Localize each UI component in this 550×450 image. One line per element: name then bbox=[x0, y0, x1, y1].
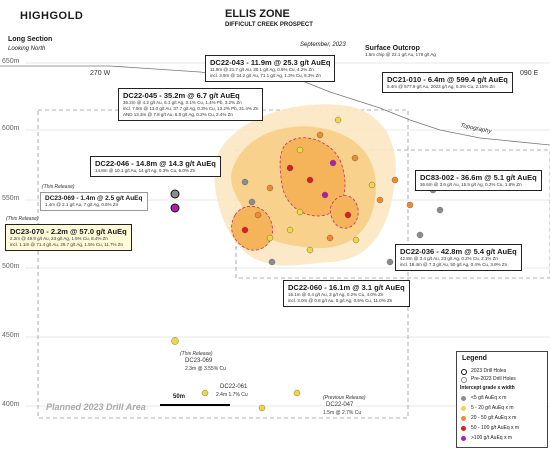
intercept-line: 42.8m @ 3.4 g/t Au, 23 g/t Ag, 0.2% Cu, … bbox=[400, 256, 498, 261]
header: HIGHGOLD ELLIS ZONE DIFFICULT CREEK PROS… bbox=[0, 0, 550, 60]
intercept-line: 35.2m @ 4.2 g/t Au, 6.1 g/t Ag, 0.1% Cu,… bbox=[123, 100, 242, 105]
lower-name-dc22-061: DC22-061 bbox=[220, 384, 248, 390]
legend: Legend 2023 Drill Holes Pre-2023 Drill H… bbox=[456, 351, 548, 448]
legend-grade-title: Intercept grade x width bbox=[460, 385, 515, 391]
intercept-line: AND 13.3m @ 7.8 g/t Au, 6.8 g/t Ag, 0.2%… bbox=[123, 112, 233, 117]
surface-outcrop-detail: 1.5m chip @ 22.1 g/t Au, 178 g/t Ag bbox=[365, 52, 436, 57]
intercept-title: DC22-036 - 42.8m @ 5.4 g/t AuEq bbox=[400, 247, 517, 256]
intercept-line: 16.1m @ 0.4 g/t Au, 3 g/t Ag, 0.2% Cu, 4… bbox=[288, 292, 384, 297]
company-logo: HIGHGOLD bbox=[20, 10, 84, 22]
release-note-dc23-069: (This Release) bbox=[42, 184, 75, 190]
lower-name-dc22-047: DC22-047 bbox=[326, 402, 354, 408]
intercept-dc83-002: DC83-002 - 36.6m @ 5.1 g/t AuEq 36.6m @ … bbox=[415, 170, 542, 191]
legend-title: Legend bbox=[462, 355, 487, 362]
lower-detail-dc22-047: 1.5m @ 2.7% Cu bbox=[323, 410, 362, 416]
intercept-title: DC22-046 - 14.8m @ 14.3 g/t AuEq bbox=[95, 159, 216, 168]
section-type: Long Section bbox=[8, 36, 53, 43]
legend-grade-swatch bbox=[461, 396, 466, 401]
planned-drill-area-label: Planned 2023 Drill Area bbox=[46, 402, 146, 412]
legend-2023-hole-icon bbox=[461, 369, 467, 375]
intercept-line: incl. 3.0m @ 0.8 g/t Au, 5 g/t Ag, 0.5% … bbox=[288, 298, 393, 303]
legend-grade-swatch bbox=[461, 416, 466, 421]
intercept-title: DC22-045 - 35.2m @ 6.7 g/t AuEq bbox=[123, 91, 240, 100]
intercept-dc23-069: DC23-069 - 1.4m @ 2.5 g/t AuEq 1.4m @ 2.… bbox=[40, 192, 148, 211]
legend-grade-label: >100 g/t AuEq x m bbox=[471, 435, 512, 441]
legend-grade-label: 50 - 100 g/t AuEq x m bbox=[471, 425, 520, 431]
elevation-650: 650m bbox=[2, 58, 20, 65]
intercept-dc23-070: DC23-070 - 2.2m @ 57.0 g/t AuEq 2.2m @ 4… bbox=[5, 224, 132, 251]
lower-detail-dc23-069: 2.3m @ 3.55% Cu bbox=[185, 366, 226, 372]
intercept-dc22-036: DC22-036 - 42.8m @ 5.4 g/t AuEq 42.8m @ … bbox=[395, 244, 522, 271]
elevation-400: 400m bbox=[2, 401, 20, 408]
map-date: September, 2023 bbox=[300, 42, 346, 48]
intercept-line: incl. 7.9m @ 13.0 g/t Au, 37.7 g/t Ag, 0… bbox=[123, 106, 259, 111]
intercept-title: DC22-060 - 16.1m @ 3.1 g/t AuEq bbox=[288, 283, 405, 292]
release-note-dc23-070: (This Release) bbox=[6, 216, 39, 222]
elevation-500: 500m bbox=[2, 263, 20, 270]
surface-outcrop-label: Surface Outcrop 1.5m chip @ 22.1 g/t Au,… bbox=[365, 45, 436, 58]
legend-2023-label: 2023 Drill Holes bbox=[471, 368, 507, 374]
grid-label-east: 090 E bbox=[520, 70, 539, 77]
intercept-dc22-043: DC22-043 - 11.9m @ 25.3 g/t AuEq 11.9m @… bbox=[205, 55, 336, 82]
intercept-line: 2.2m @ 49.9 g/t Au, 23 g/t Ag, 1.5% Cu, … bbox=[10, 236, 108, 241]
legend-grade-label: 5 - 20 g/t AuEq x m bbox=[471, 405, 514, 411]
grid-label-west: 270 W bbox=[90, 70, 111, 77]
legend-grade-label: 20 - 50 g/t AuEq x m bbox=[471, 415, 517, 421]
lower-detail-dc22-061: 2.4m 1.7% Cu bbox=[216, 392, 248, 398]
scale-label: 50m bbox=[173, 394, 186, 400]
view-direction: Looking North bbox=[8, 46, 46, 52]
legend-grade-row: 50 - 100 g/t AuEq x m bbox=[461, 425, 520, 431]
intercept-dc22-045: DC22-045 - 35.2m @ 6.7 g/t AuEq 35.2m @ … bbox=[118, 88, 264, 121]
topography-line bbox=[0, 65, 550, 146]
legend-grade-swatch bbox=[461, 436, 466, 441]
legend-grade-row: 20 - 50 g/t AuEq x m bbox=[461, 415, 517, 421]
lower-release-dc22-047: (Previous Release) bbox=[323, 395, 366, 401]
elevation-550: 550m bbox=[2, 195, 20, 202]
drill-holes-2023 bbox=[170, 189, 180, 213]
lower-release-dc23-069: (This Release) bbox=[180, 351, 213, 357]
legend-pre-holes: Pre-2023 Drill Holes bbox=[461, 376, 516, 383]
elevation-450: 450m bbox=[2, 332, 20, 339]
legend-grade-row: >100 g/t AuEq x m bbox=[461, 435, 512, 441]
grade-contours bbox=[214, 104, 396, 266]
drill-holes bbox=[171, 116, 454, 412]
intercept-line: incl. 3.9m @ 34.2 g/t Au, 71.1 g/t Ag, 1… bbox=[210, 73, 321, 78]
map-title: ELLIS ZONE bbox=[225, 8, 290, 20]
surface-outcrop-title: Surface Outcrop bbox=[365, 45, 420, 52]
legend-grade-row: <5 g/t AuEq x m bbox=[461, 395, 507, 401]
intercept-title: DC21-010 - 6.4m @ 599.4 g/t AuEq bbox=[387, 75, 508, 84]
legend-grade-swatch bbox=[461, 406, 466, 411]
legend-grade-row: 5 - 20 g/t AuEq x m bbox=[461, 405, 514, 411]
intercept-line: 1.4m @ 2.1 g/t Au, 7 g/t Ag, 0.6% Zn bbox=[45, 202, 119, 207]
intercept-dc21-010: DC21-010 - 6.4m @ 599.4 g/t AuEq 6.4m @ … bbox=[382, 72, 513, 93]
elevation-600: 600m bbox=[2, 125, 20, 132]
lower-name-dc23-069: DC23-069 bbox=[185, 358, 213, 364]
legend-pre-hole-icon bbox=[461, 377, 467, 383]
intercept-line: 11.9m @ 21.7 g/t Au, 30.1 g/t Ag, 0.6% C… bbox=[210, 67, 314, 72]
intercept-line: 6.4m @ 577.9 g/t Au, 2023 g/t Ag, 0.3% C… bbox=[387, 84, 495, 89]
intercept-title: DC22-043 - 11.9m @ 25.3 g/t AuEq bbox=[210, 58, 331, 67]
intercept-title: DC23-070 - 2.2m @ 57.0 g/t AuEq bbox=[10, 227, 127, 236]
intercept-line: 36.6m @ 3.6 g/t Au, 15.5 g/t Ag, 0.2% Cu… bbox=[420, 182, 522, 187]
intercept-line: incl. 18.4m @ 7.3 g/t Au, 50 g/t Ag, 0.4… bbox=[400, 262, 508, 267]
map-subtitle: DIFFICULT CREEK PROSPECT bbox=[225, 22, 313, 28]
intercept-title: DC23-069 - 1.4m @ 2.5 g/t AuEq bbox=[45, 195, 143, 202]
intercept-dc22-046: DC22-046 - 14.8m @ 14.3 g/t AuEq 14.8m @… bbox=[90, 156, 221, 177]
intercept-title: DC83-002 - 36.6m @ 5.1 g/t AuEq bbox=[420, 173, 537, 182]
legend-2023-holes: 2023 Drill Holes bbox=[461, 368, 507, 375]
intercept-dc22-060: DC22-060 - 16.1m @ 3.1 g/t AuEq 16.1m @ … bbox=[283, 280, 410, 307]
intercept-line: 14.8m @ 10.1 g/t Au, 14 g/t Ag, 0.3% Cu,… bbox=[95, 168, 196, 173]
legend-grade-label: <5 g/t AuEq x m bbox=[471, 395, 507, 401]
legend-pre-label: Pre-2023 Drill Holes bbox=[471, 376, 516, 382]
intercept-line: incl. 1.1m @ 71.4 g/t Au, 29.7 g/t Ag, 1… bbox=[10, 242, 124, 247]
legend-grade-swatch bbox=[461, 426, 466, 431]
